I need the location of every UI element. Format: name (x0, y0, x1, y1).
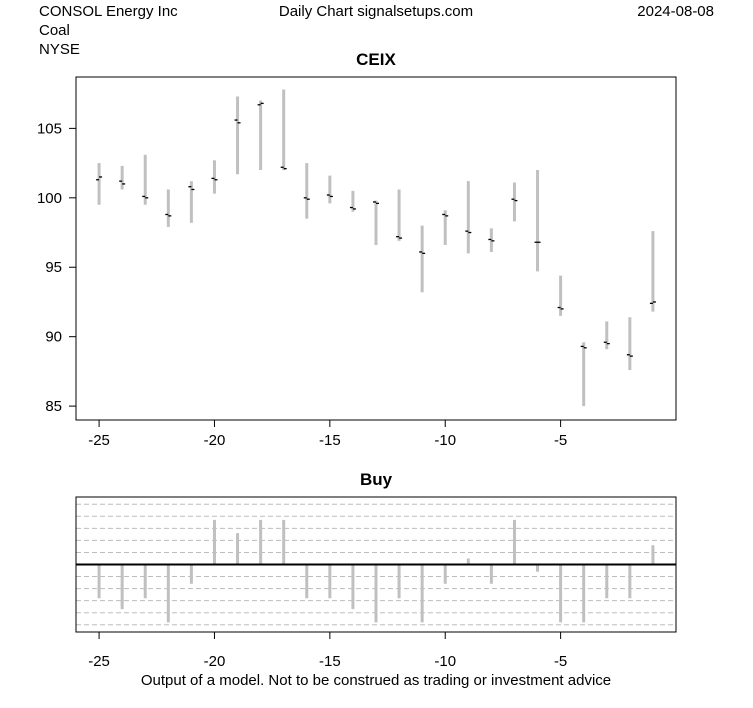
y-tick-label: 105 (37, 120, 62, 137)
x-tick-label: -10 (434, 432, 456, 449)
ohlc-bar (557, 275, 564, 316)
ohlc-bar (580, 342, 587, 407)
price-plot-frame (75, 76, 677, 421)
ohlc-bar (211, 160, 218, 194)
buy-x-tick-label: -5 (554, 653, 567, 670)
buy-x-tick-label: -10 (434, 653, 456, 670)
ohlc-bar (442, 210, 449, 246)
ohlc-bar (626, 317, 633, 371)
price-panel: CEIX -25 -20 -15 -10 -5 85 90 95 100 105 (37, 50, 677, 449)
ohlc-bar (142, 154, 149, 205)
ohlc-bar (649, 231, 656, 312)
x-tick-label: -15 (319, 432, 341, 449)
ohlc-bar (234, 96, 241, 175)
ohlc-bar (280, 89, 287, 171)
buy-panel: Buy -25 -20 -15 -10 -5 (75, 470, 677, 670)
ohlc-bar (326, 175, 333, 204)
buy-x-tick-label: -20 (204, 653, 226, 670)
ohlc-bar (465, 181, 472, 254)
ohlc-bar (488, 228, 495, 252)
buy-x-tick-label: -25 (88, 653, 110, 670)
y-tick-label: 90 (45, 329, 62, 346)
ohlc-bar (603, 321, 610, 350)
buy-chart-title: Buy (360, 470, 393, 489)
ohlc-bar (188, 181, 195, 223)
x-tick-label: -20 (204, 432, 226, 449)
chart-source: Daily Chart signalsetups.com (278, 3, 474, 20)
ohlc-bar (511, 182, 518, 222)
x-tick-label: -25 (88, 432, 110, 449)
y-tick-label: 85 (45, 398, 62, 415)
ohlc-bar (349, 190, 356, 212)
y-tick-label: 95 (45, 259, 62, 276)
ohlc-bar (419, 225, 426, 293)
buy-x-tick-label: -15 (319, 653, 341, 670)
ohlc-bar (534, 170, 541, 272)
company-name: CONSOL Energy Inc (39, 3, 178, 20)
y-tick-label: 100 (37, 190, 62, 207)
industry-label: Coal (39, 22, 70, 39)
ohlc-bar (303, 163, 310, 219)
ohlc-bar (373, 200, 379, 246)
ohlc-bar (119, 165, 126, 190)
ohlc-bar (257, 100, 264, 171)
exchange-label: NYSE (39, 41, 80, 58)
price-chart-title: CEIX (356, 50, 396, 69)
chart-date: 2024-08-08 (637, 3, 714, 20)
ohlc-bar (96, 163, 103, 205)
ohlc-bar (165, 189, 172, 227)
x-tick-label: -5 (554, 432, 567, 449)
ohlc-bar (396, 189, 403, 241)
disclaimer: Output of a model. Not to be construed a… (141, 672, 611, 689)
